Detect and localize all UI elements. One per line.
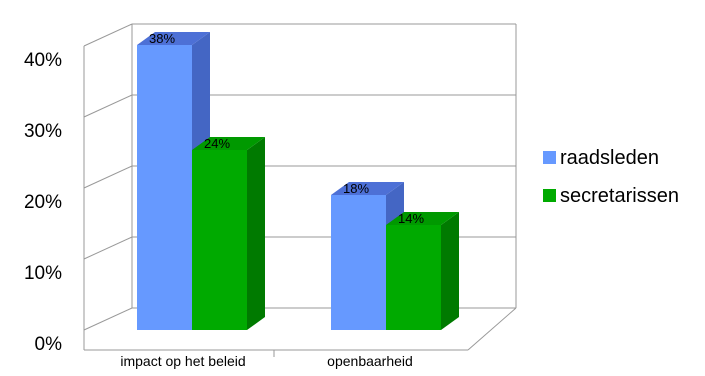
- data-label: 38%: [149, 31, 175, 46]
- y-tick-label: 40%: [24, 50, 62, 71]
- y-axis-ticks: 0% 10% 20% 30% 40%: [24, 50, 62, 355]
- legend-swatch: [543, 189, 556, 202]
- bar-side: [441, 212, 459, 330]
- bar: [386, 225, 441, 330]
- y-tick-label: 30%: [24, 121, 62, 142]
- bar-top: [137, 32, 210, 45]
- bar: [331, 195, 386, 330]
- legend: raadsleden secretarissen: [543, 147, 679, 207]
- gridline-diagonal: [83, 165, 133, 189]
- category-label: openbaarheid: [327, 353, 413, 369]
- data-label: 24%: [204, 136, 230, 151]
- legend-swatch: [543, 151, 556, 164]
- bar-top: [386, 212, 459, 225]
- bar: [192, 150, 247, 330]
- floor-right-edge: [467, 307, 517, 351]
- bar-top: [331, 182, 404, 195]
- gridline-diagonal: [83, 94, 133, 118]
- y-tick-label: 10%: [24, 263, 62, 284]
- bars: [137, 32, 459, 330]
- category-label: impact op het beleid: [120, 353, 245, 369]
- legend-label: secretarissen: [560, 185, 679, 207]
- bar-top: [192, 137, 265, 150]
- gridline-diagonal: [83, 23, 133, 47]
- data-labels: 38% 24% 18% 14%: [149, 31, 424, 226]
- x-axis-categories: impact op het beleid openbaarheid: [120, 350, 413, 369]
- bar: [137, 45, 192, 330]
- legend-label: raadsleden: [560, 147, 659, 169]
- y-tick-label: 0%: [35, 334, 63, 355]
- data-label: 14%: [398, 211, 424, 226]
- y-tick-label: 20%: [24, 192, 62, 213]
- gridline-diagonal: [83, 236, 133, 260]
- gridline-diagonal: [83, 307, 133, 331]
- bar-side: [247, 137, 265, 330]
- data-label: 18%: [343, 181, 369, 196]
